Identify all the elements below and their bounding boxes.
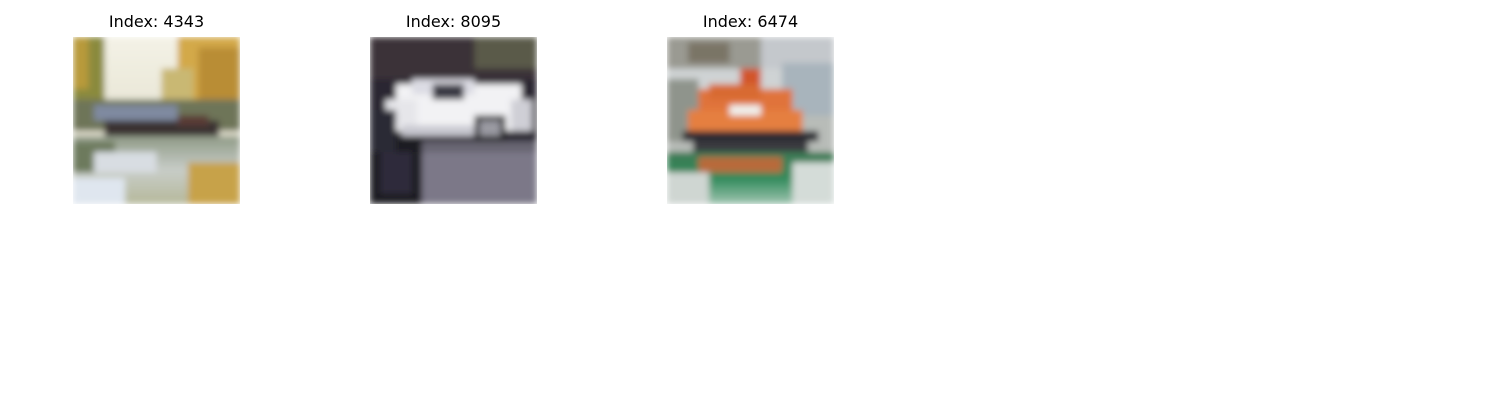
image-panel-3: Index: 6474 bbox=[667, 0, 834, 210]
image-panel-1: Index: 4343 bbox=[73, 0, 240, 210]
panel-title: Index: 4343 bbox=[108, 12, 205, 31]
orange-lifeboat-image bbox=[667, 37, 834, 204]
panel-title: Index: 8095 bbox=[405, 12, 502, 31]
image-panel-2: Index: 8095 bbox=[370, 0, 537, 210]
white-sports-car-image bbox=[370, 37, 537, 204]
canal-boat-image bbox=[73, 37, 240, 204]
panel-title: Index: 6474 bbox=[702, 12, 799, 31]
